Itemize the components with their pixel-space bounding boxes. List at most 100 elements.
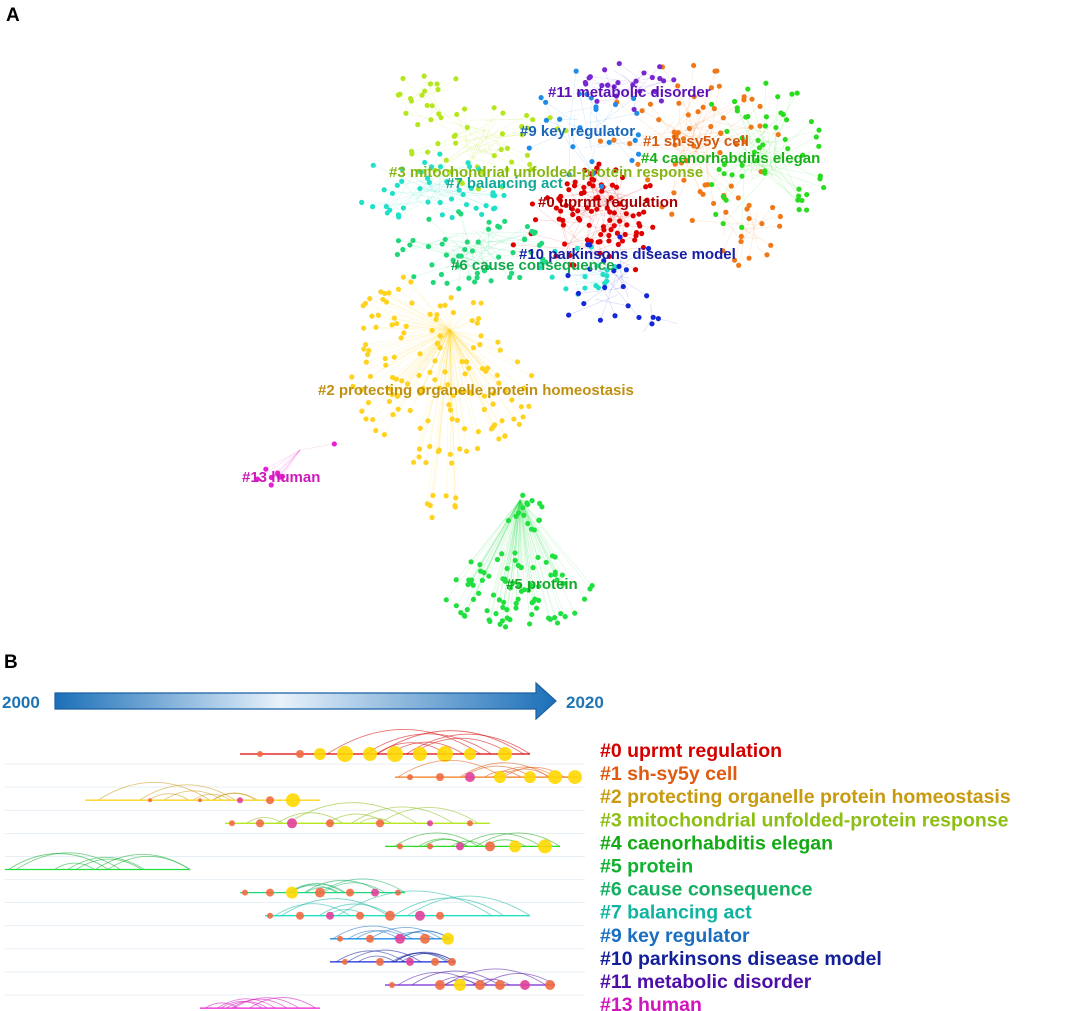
network-node [672, 142, 678, 148]
network-node [382, 355, 388, 362]
network-edge [449, 329, 465, 429]
network-node [804, 207, 810, 213]
network-node [606, 139, 612, 145]
network-edge [257, 449, 301, 480]
network-node [640, 244, 647, 251]
timeline-node [495, 980, 505, 990]
network-node [529, 201, 536, 207]
network-edge [519, 499, 540, 521]
network-edge [688, 114, 695, 131]
network-node [463, 359, 470, 365]
timeline-lanes [5, 729, 585, 1009]
timeline-arc [245, 816, 284, 824]
timeline-node [548, 770, 562, 785]
network-edge [458, 230, 464, 289]
network-node [386, 290, 392, 296]
timeline-node [286, 793, 300, 808]
network-node [446, 169, 452, 175]
timeline-end-year: 2020 [566, 693, 604, 712]
network-edge [449, 329, 495, 426]
network-node [641, 209, 647, 215]
network-edge [438, 166, 441, 194]
network-node [636, 211, 642, 217]
network-edge [690, 98, 753, 127]
network-node [488, 278, 494, 284]
network-edge [361, 329, 451, 391]
network-node [370, 416, 376, 423]
network-node [499, 183, 506, 189]
network-edge [519, 499, 522, 592]
network-node [671, 190, 677, 196]
network-edge [449, 329, 500, 440]
timeline-node [237, 797, 243, 804]
network-node [502, 624, 509, 630]
timeline-arc [15, 852, 121, 870]
network-node [607, 217, 613, 223]
network-node [739, 135, 745, 141]
network-edge [460, 112, 504, 142]
timeline-arc [459, 762, 550, 778]
timeline-arc [205, 1002, 239, 1009]
network-edge [519, 499, 529, 524]
network-edge [391, 324, 451, 331]
network-edge [449, 329, 494, 394]
timeline-node [376, 957, 384, 966]
network-node [462, 613, 468, 619]
network-node [558, 208, 564, 214]
network-node [516, 583, 522, 589]
network-node [425, 199, 431, 205]
network-edge [614, 86, 632, 99]
network-node [748, 124, 754, 130]
network-edge [427, 329, 451, 421]
network-edge [514, 499, 521, 561]
network-edge [470, 222, 490, 253]
network-node [678, 160, 685, 166]
network-node [573, 68, 579, 74]
network-edge [564, 237, 598, 245]
network-node [429, 327, 435, 333]
network-node [464, 124, 470, 131]
network-node [514, 359, 521, 365]
timeline-node [395, 933, 405, 944]
network-edge [738, 225, 780, 231]
network-edge [750, 154, 803, 181]
network-edge [406, 325, 451, 331]
network-node [571, 262, 577, 268]
network-node [449, 416, 455, 422]
network-node [504, 167, 510, 173]
network-node [632, 237, 638, 243]
network-node [783, 117, 790, 123]
network-node [598, 231, 604, 238]
network-edge [748, 212, 758, 259]
timeline-arc [318, 903, 393, 917]
network-node [563, 286, 569, 292]
timeline-node [376, 819, 384, 828]
network-node [426, 179, 432, 186]
network-node [536, 242, 543, 248]
network-node [464, 607, 470, 613]
network-node [510, 580, 516, 586]
network-node [661, 78, 667, 84]
network-node [442, 369, 448, 375]
network-node [754, 157, 760, 163]
timeline-arc [369, 927, 442, 940]
network-node [484, 608, 490, 614]
network-node [582, 167, 588, 173]
network-node [641, 70, 647, 76]
network-edge [584, 256, 604, 275]
network-node [723, 197, 729, 203]
network-edge [455, 242, 488, 268]
network-edge [620, 193, 648, 201]
timeline-node [545, 980, 555, 990]
network-node [474, 270, 481, 276]
network-node [702, 182, 708, 188]
network-node [528, 249, 534, 255]
network-node [581, 184, 587, 191]
network-node [562, 241, 568, 247]
network-edge [491, 115, 527, 135]
network-node [611, 210, 617, 216]
network-node [456, 209, 462, 215]
network-edge [415, 182, 430, 195]
timeline-node [366, 934, 374, 943]
timeline-arc [445, 968, 547, 986]
